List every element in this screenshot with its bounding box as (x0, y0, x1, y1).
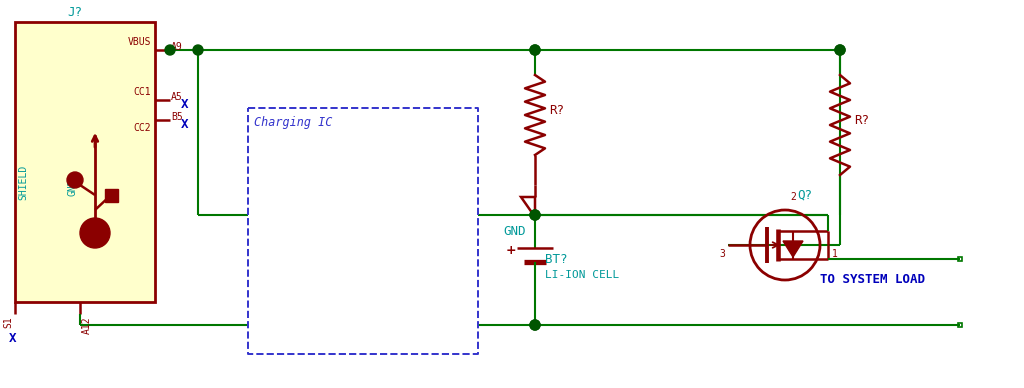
Text: R?: R? (854, 114, 869, 126)
Text: Q?: Q? (797, 189, 812, 202)
Circle shape (80, 218, 110, 248)
Text: LI-ION CELL: LI-ION CELL (545, 270, 620, 280)
Text: S1: S1 (3, 316, 13, 328)
Text: A9: A9 (171, 42, 182, 52)
Text: A5: A5 (171, 92, 182, 102)
Text: GND: GND (504, 225, 526, 238)
Bar (958, 257, 962, 261)
Circle shape (530, 320, 540, 330)
Circle shape (835, 45, 845, 55)
Text: GND: GND (68, 178, 78, 196)
Text: Charging IC: Charging IC (254, 116, 333, 129)
Text: A12: A12 (82, 316, 92, 334)
Text: 1: 1 (831, 249, 838, 259)
Text: B5: B5 (171, 112, 182, 122)
Circle shape (193, 45, 203, 55)
Bar (15, 22, 155, 302)
Circle shape (835, 45, 845, 55)
Circle shape (67, 172, 83, 188)
Text: VBUS: VBUS (128, 37, 151, 47)
Circle shape (530, 210, 540, 220)
Text: CC2: CC2 (133, 123, 151, 133)
Text: +: + (506, 244, 516, 256)
Text: CC1: CC1 (133, 87, 151, 97)
Text: J?: J? (68, 7, 83, 19)
Circle shape (530, 210, 540, 220)
Text: 3: 3 (719, 249, 725, 259)
Text: SHIELD: SHIELD (18, 165, 28, 199)
Bar (105, 189, 118, 202)
Polygon shape (783, 241, 803, 257)
Text: R?: R? (549, 104, 564, 116)
Text: 2: 2 (790, 192, 796, 202)
Text: TO SYSTEM LOAD: TO SYSTEM LOAD (820, 273, 925, 286)
Circle shape (530, 320, 540, 330)
Text: X: X (181, 97, 188, 111)
Circle shape (530, 45, 540, 55)
Text: X: X (9, 331, 16, 345)
Circle shape (530, 45, 540, 55)
Text: X: X (181, 118, 188, 130)
Text: BT?: BT? (545, 253, 567, 266)
Bar (958, 323, 962, 327)
Circle shape (165, 45, 175, 55)
